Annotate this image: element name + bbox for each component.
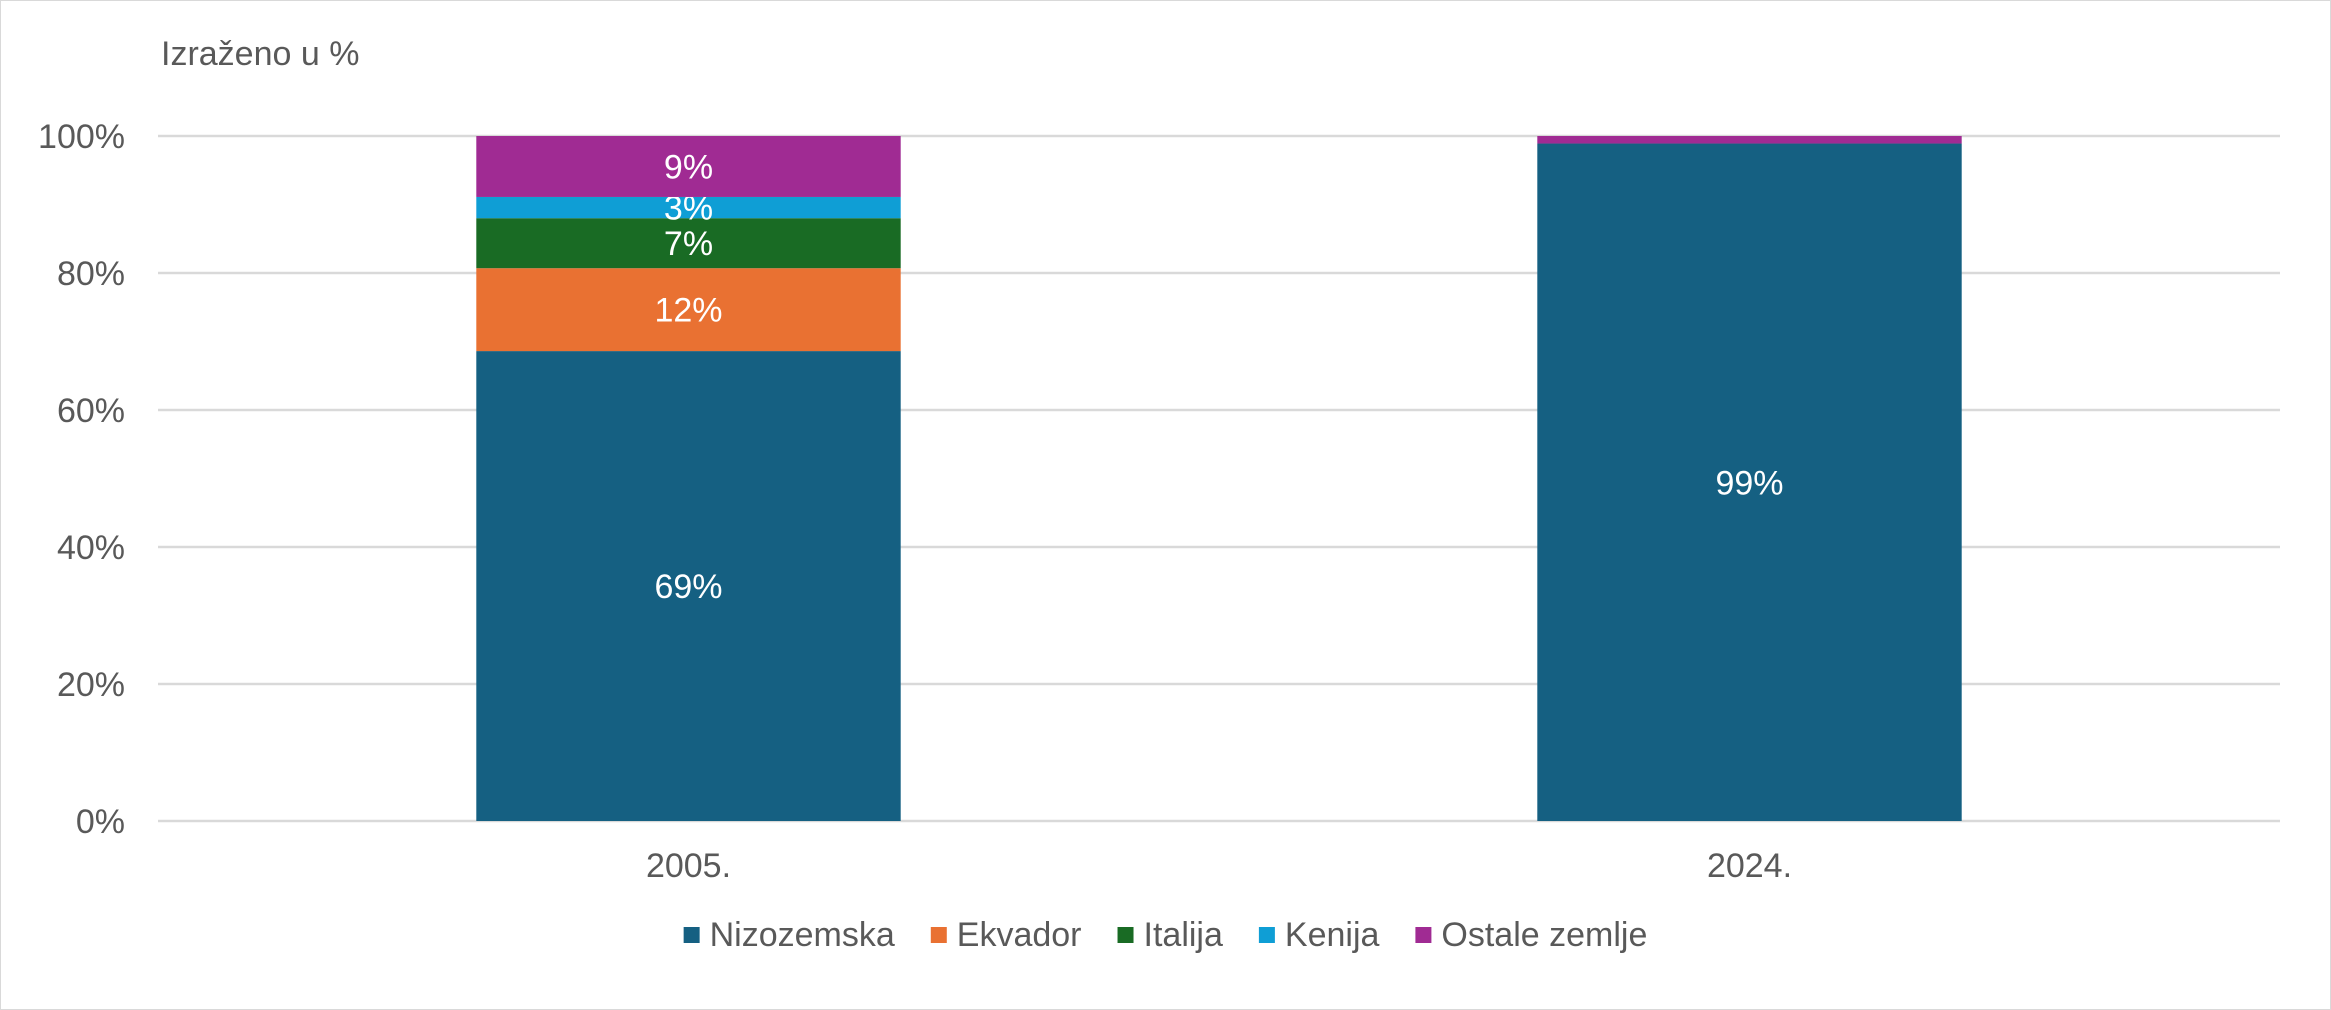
bar-segment-kenija-0: [476, 196, 901, 219]
x-category-label: 2005.: [646, 847, 731, 885]
legend-label: Ostale zemlje: [1441, 916, 1647, 954]
legend-label: Nizozemska: [710, 916, 895, 954]
y-tick-label: 80%: [57, 255, 125, 293]
data-label: 9%: [664, 148, 713, 186]
x-category-label: 2024.: [1707, 847, 1792, 885]
y-axis-ticks: 0% 20% 40% 60% 80% 100%: [38, 118, 125, 841]
data-label: 99%: [1715, 464, 1783, 502]
legend-swatch: [1258, 927, 1275, 943]
data-label: 12%: [654, 292, 722, 330]
legend-swatch: [930, 927, 947, 943]
legend-label: Italija: [1144, 916, 1223, 954]
legend-swatch: [1117, 927, 1134, 943]
legend-label: Ekvador: [957, 916, 1082, 954]
bar-segment-nizozemska-0: [476, 351, 901, 821]
bar-segment-ostale-zemlje-1: [1537, 136, 1962, 144]
bar-segment-ostale-zemlje-0: [476, 136, 901, 197]
y-tick-label: 60%: [57, 392, 125, 430]
legend-label: Kenija: [1285, 916, 1380, 954]
bar-segment-ekvador-0: [476, 268, 901, 352]
y-tick-label: 0%: [76, 803, 125, 841]
x-axis-categories: 2005. 2024.: [646, 847, 1792, 885]
y-tick-label: 20%: [57, 666, 125, 704]
legend-swatch: [1415, 927, 1432, 943]
bar-segment-italija-0: [476, 218, 901, 269]
y-tick-label: 100%: [38, 118, 125, 156]
data-label: 69%: [654, 568, 722, 606]
legend-swatch: [683, 927, 700, 943]
legend: Nizozemska Ekvador Italija Kenija Ostale zem…: [683, 916, 1647, 954]
data-label: 7%: [664, 225, 713, 263]
bars: 69%12%7%3%9%99%: [476, 136, 1962, 821]
unit-label: Izraženo u %: [161, 35, 359, 73]
y-tick-label: 40%: [57, 529, 125, 567]
bar-segment-nizozemska-1: [1537, 143, 1962, 821]
